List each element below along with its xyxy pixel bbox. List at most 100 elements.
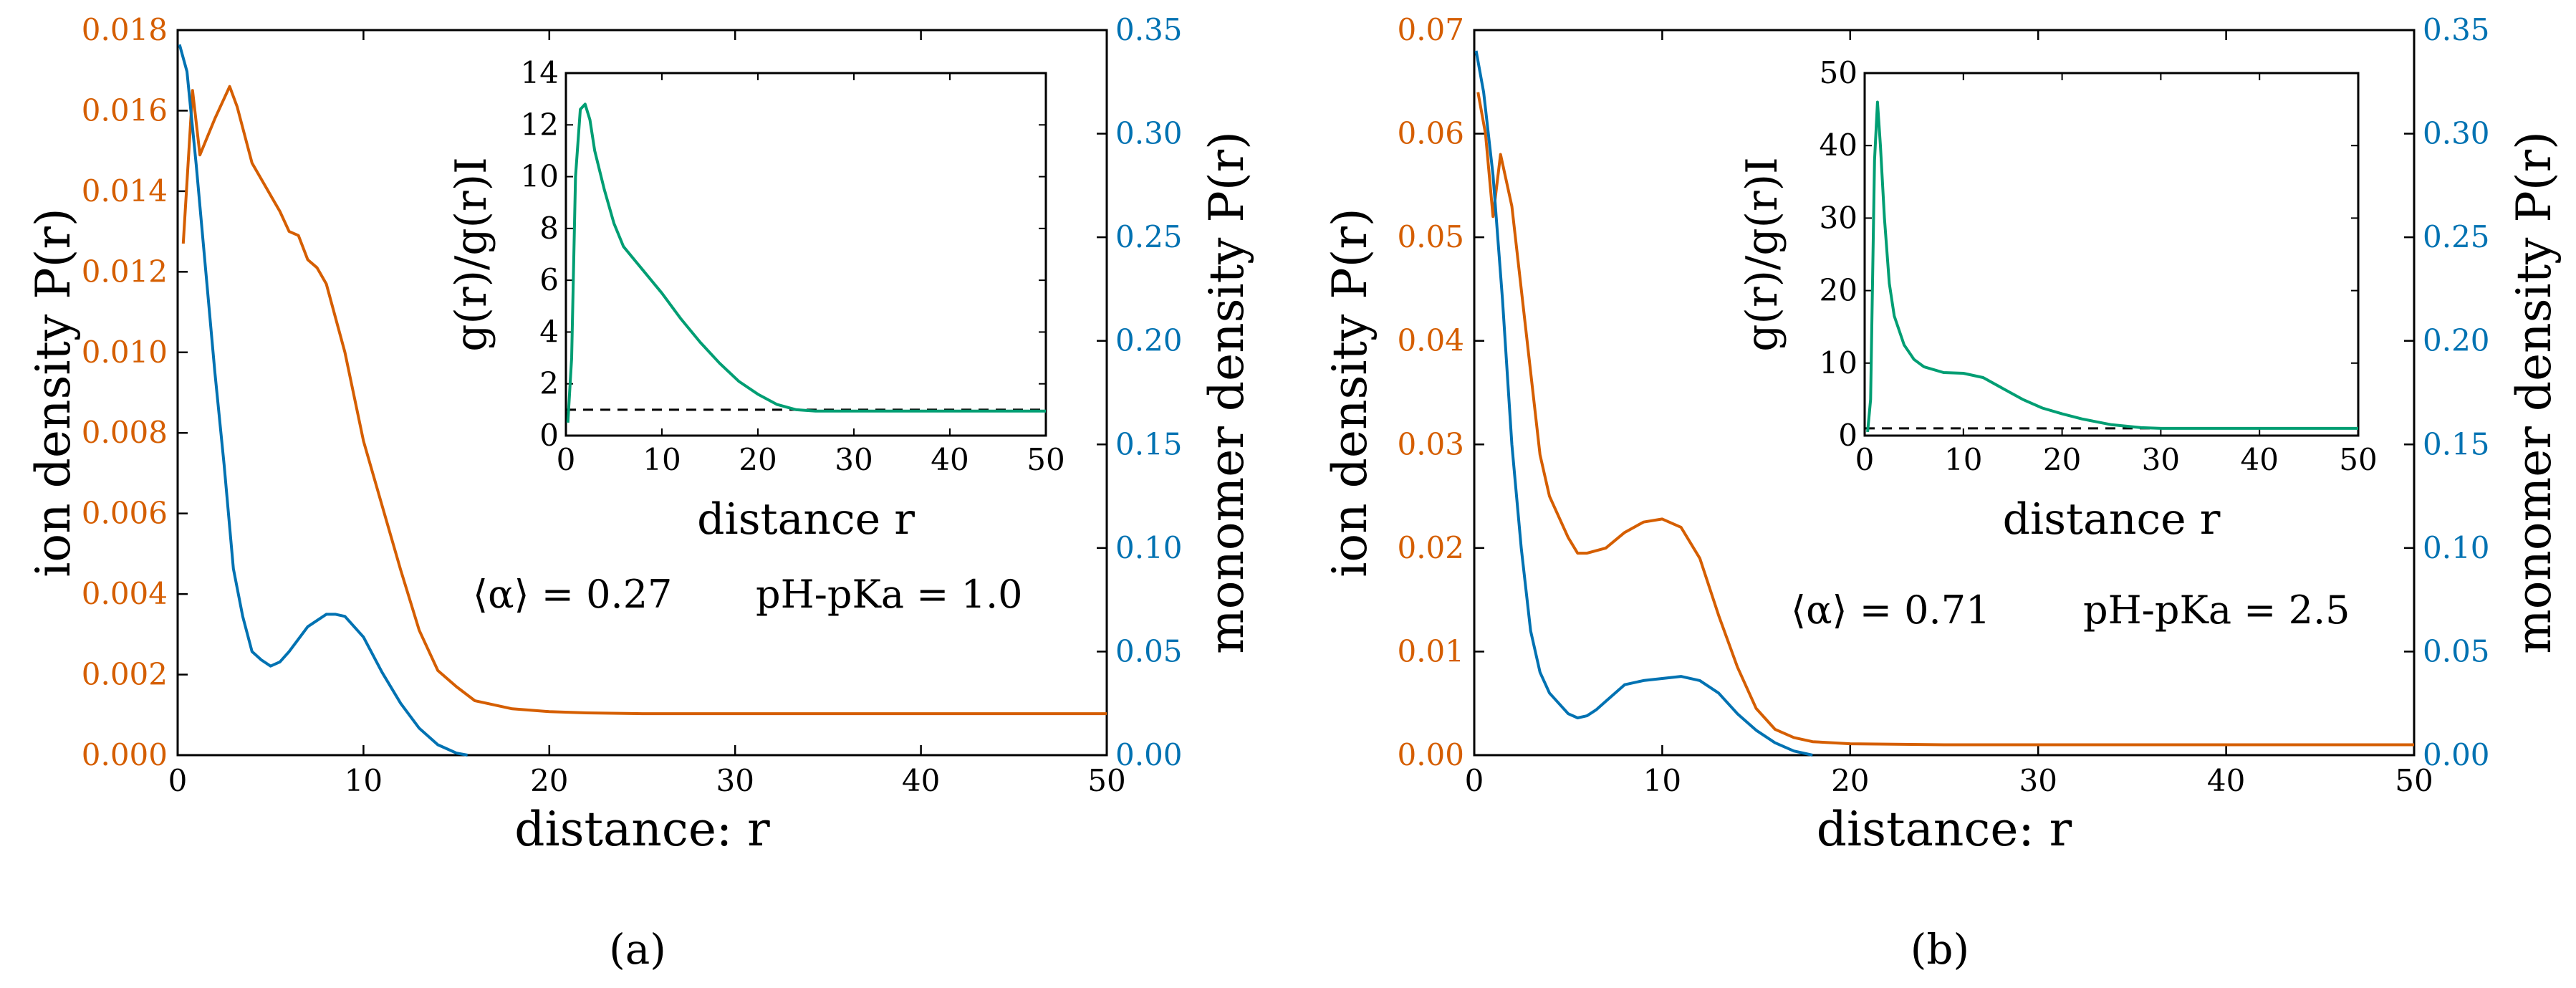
y-right-axis-title: monomer density P(r): [1199, 131, 1254, 654]
inset-plot-frame: [1863, 72, 2360, 437]
y-left-axis-title: ion density P(r): [1322, 208, 1378, 577]
x-tick-label: 50: [2395, 763, 2433, 798]
y-right-axis-title: monomer density P(r): [2507, 131, 2562, 654]
inset-y-tick-label: 10: [521, 159, 559, 194]
main-plot-frame: [1473, 29, 2416, 757]
inset-y-tick-label: 6: [539, 262, 559, 297]
x-tick-label: 20: [530, 763, 568, 798]
x-tick-label: 0: [1465, 763, 1484, 798]
x-axis-title: distance: r: [514, 802, 770, 857]
inset-y-tick-label: 0: [539, 418, 559, 453]
inset-x-tick-label: 30: [2142, 442, 2180, 477]
panel-label: (b): [1911, 925, 1969, 974]
x-tick-label: 50: [1087, 763, 1125, 798]
inset-x-axis-title: distance r: [697, 494, 915, 545]
y-left-tick-label: 0.05: [1397, 219, 1464, 254]
y-left-tick-label: 0.03: [1397, 426, 1464, 461]
inset-x-tick-label: 30: [835, 442, 873, 477]
inset-x-tick-label: 20: [2043, 442, 2081, 477]
y-left-tick-label: 0.01: [1397, 633, 1464, 668]
y-left-tick-label: 0.002: [82, 657, 168, 692]
inset-x-tick-label: 10: [1944, 442, 1982, 477]
y-left-tick-label: 0.02: [1397, 530, 1464, 565]
y-left-tick-label: 0.016: [82, 92, 168, 128]
y-right-tick-label: 0.00: [2423, 737, 2490, 772]
y-right-tick-label: 0.15: [1115, 426, 1183, 461]
ion-density-line: [181, 85, 1107, 716]
inset-y-axis-title: g(r)/g(r)I: [446, 157, 496, 352]
inset-y-tick-label: 2: [539, 366, 559, 401]
y-left-tick-label: 0.014: [82, 173, 168, 208]
x-tick-label: 40: [902, 763, 940, 798]
inset-y-tick-label: 10: [1820, 345, 1857, 380]
inset-ratio-line: [566, 102, 1046, 423]
alpha-annotation: ⟨α⟩ = 0.71: [1791, 587, 1990, 633]
y-right-tick-label: 0.05: [1115, 633, 1183, 668]
y-left-tick-label: 0.07: [1397, 12, 1464, 47]
inset-x-tick-label: 50: [1027, 442, 1064, 477]
x-tick-label: 10: [1643, 763, 1681, 798]
inset-y-tick-label: 50: [1820, 55, 1857, 90]
inset-x-tick-label: 20: [739, 442, 777, 477]
inset-y-tick-label: 30: [1820, 200, 1857, 235]
y-left-tick-label: 0.018: [82, 12, 168, 47]
monomer-density-line: [1474, 50, 1813, 757]
y-right-tick-label: 0.30: [1115, 116, 1183, 151]
y-left-tick-label: 0.006: [82, 496, 168, 531]
main-plot-frame: [176, 29, 1108, 757]
panel-b: 0 10 20 30 40 500.000.010.020.030.040.050.060…: [1322, 12, 2562, 974]
inset-y-tick-label: 0: [1838, 418, 1857, 453]
y-left-tick-label: 0.008: [82, 415, 168, 450]
y-left-tick-label: 0.004: [82, 576, 168, 611]
inset-x-tick-label: 0: [1855, 442, 1875, 477]
inset-y-tick-label: 40: [1820, 128, 1857, 163]
ph-annotation: pH-pKa = 1.0: [756, 572, 1022, 617]
y-right-tick-label: 0.10: [2423, 530, 2490, 565]
y-right-tick-label: 0.05: [2423, 633, 2490, 668]
inset-x-tick-label: 10: [643, 442, 681, 477]
inset-ratio-line: [1866, 100, 2358, 433]
x-tick-label: 10: [345, 763, 383, 798]
y-right-tick-label: 0.35: [1115, 12, 1183, 47]
y-right-tick-label: 0.10: [1115, 530, 1183, 565]
y-left-tick-label: 0.000: [82, 737, 168, 772]
monomer-density-line: [178, 44, 468, 757]
y-left-tick-label: 0.00: [1397, 737, 1464, 772]
y-left-tick-label: 0.010: [82, 335, 168, 370]
inset-x-tick-label: 40: [931, 442, 969, 477]
inset-plot-frame: [564, 72, 1047, 437]
inset-y-tick-label: 20: [1820, 273, 1857, 308]
y-right-tick-label: 0.20: [2423, 323, 2490, 358]
alpha-annotation: ⟨α⟩ = 0.27: [473, 572, 672, 617]
panel-label: (a): [609, 925, 666, 974]
inset-y-tick-label: 14: [521, 55, 559, 90]
x-tick-label: 30: [716, 763, 754, 798]
y-right-tick-label: 0.15: [2423, 426, 2490, 461]
x-tick-label: 40: [2207, 763, 2245, 798]
y-right-tick-label: 0.30: [2423, 116, 2490, 151]
inset-x-axis-title: distance r: [2003, 494, 2221, 545]
y-right-tick-label: 0.25: [1115, 219, 1183, 254]
x-tick-label: 20: [1831, 763, 1869, 798]
x-tick-label: 30: [2019, 763, 2057, 798]
ion-density-line: [1476, 92, 2414, 747]
inset-x-tick-label: 40: [2240, 442, 2278, 477]
y-right-tick-label: 0.35: [2423, 12, 2490, 47]
inset-y-tick-label: 12: [521, 107, 559, 142]
y-right-tick-label: 0.00: [1115, 737, 1183, 772]
inset-y-tick-label: 4: [539, 314, 559, 349]
inset-x-tick-label: 50: [2339, 442, 2377, 477]
y-left-tick-label: 0.012: [82, 254, 168, 289]
panel-a: 0 10 20 30 40 500.0000.0020.0040.0060.0080.01…: [26, 12, 1254, 974]
inset-x-tick-label: 0: [557, 442, 576, 477]
y-right-tick-label: 0.25: [2423, 219, 2490, 254]
y-left-axis-title: ion density P(r): [26, 208, 81, 577]
inset-y-tick-label: 8: [539, 211, 559, 246]
y-left-tick-label: 0.06: [1397, 116, 1464, 151]
ph-annotation: pH-pKa = 2.5: [2083, 587, 2350, 633]
inset-y-axis-title: g(r)/g(r)I: [1737, 157, 1787, 352]
x-axis-title: distance: r: [1817, 802, 2072, 857]
y-left-tick-label: 0.04: [1397, 323, 1464, 358]
x-tick-label: 0: [168, 763, 188, 798]
